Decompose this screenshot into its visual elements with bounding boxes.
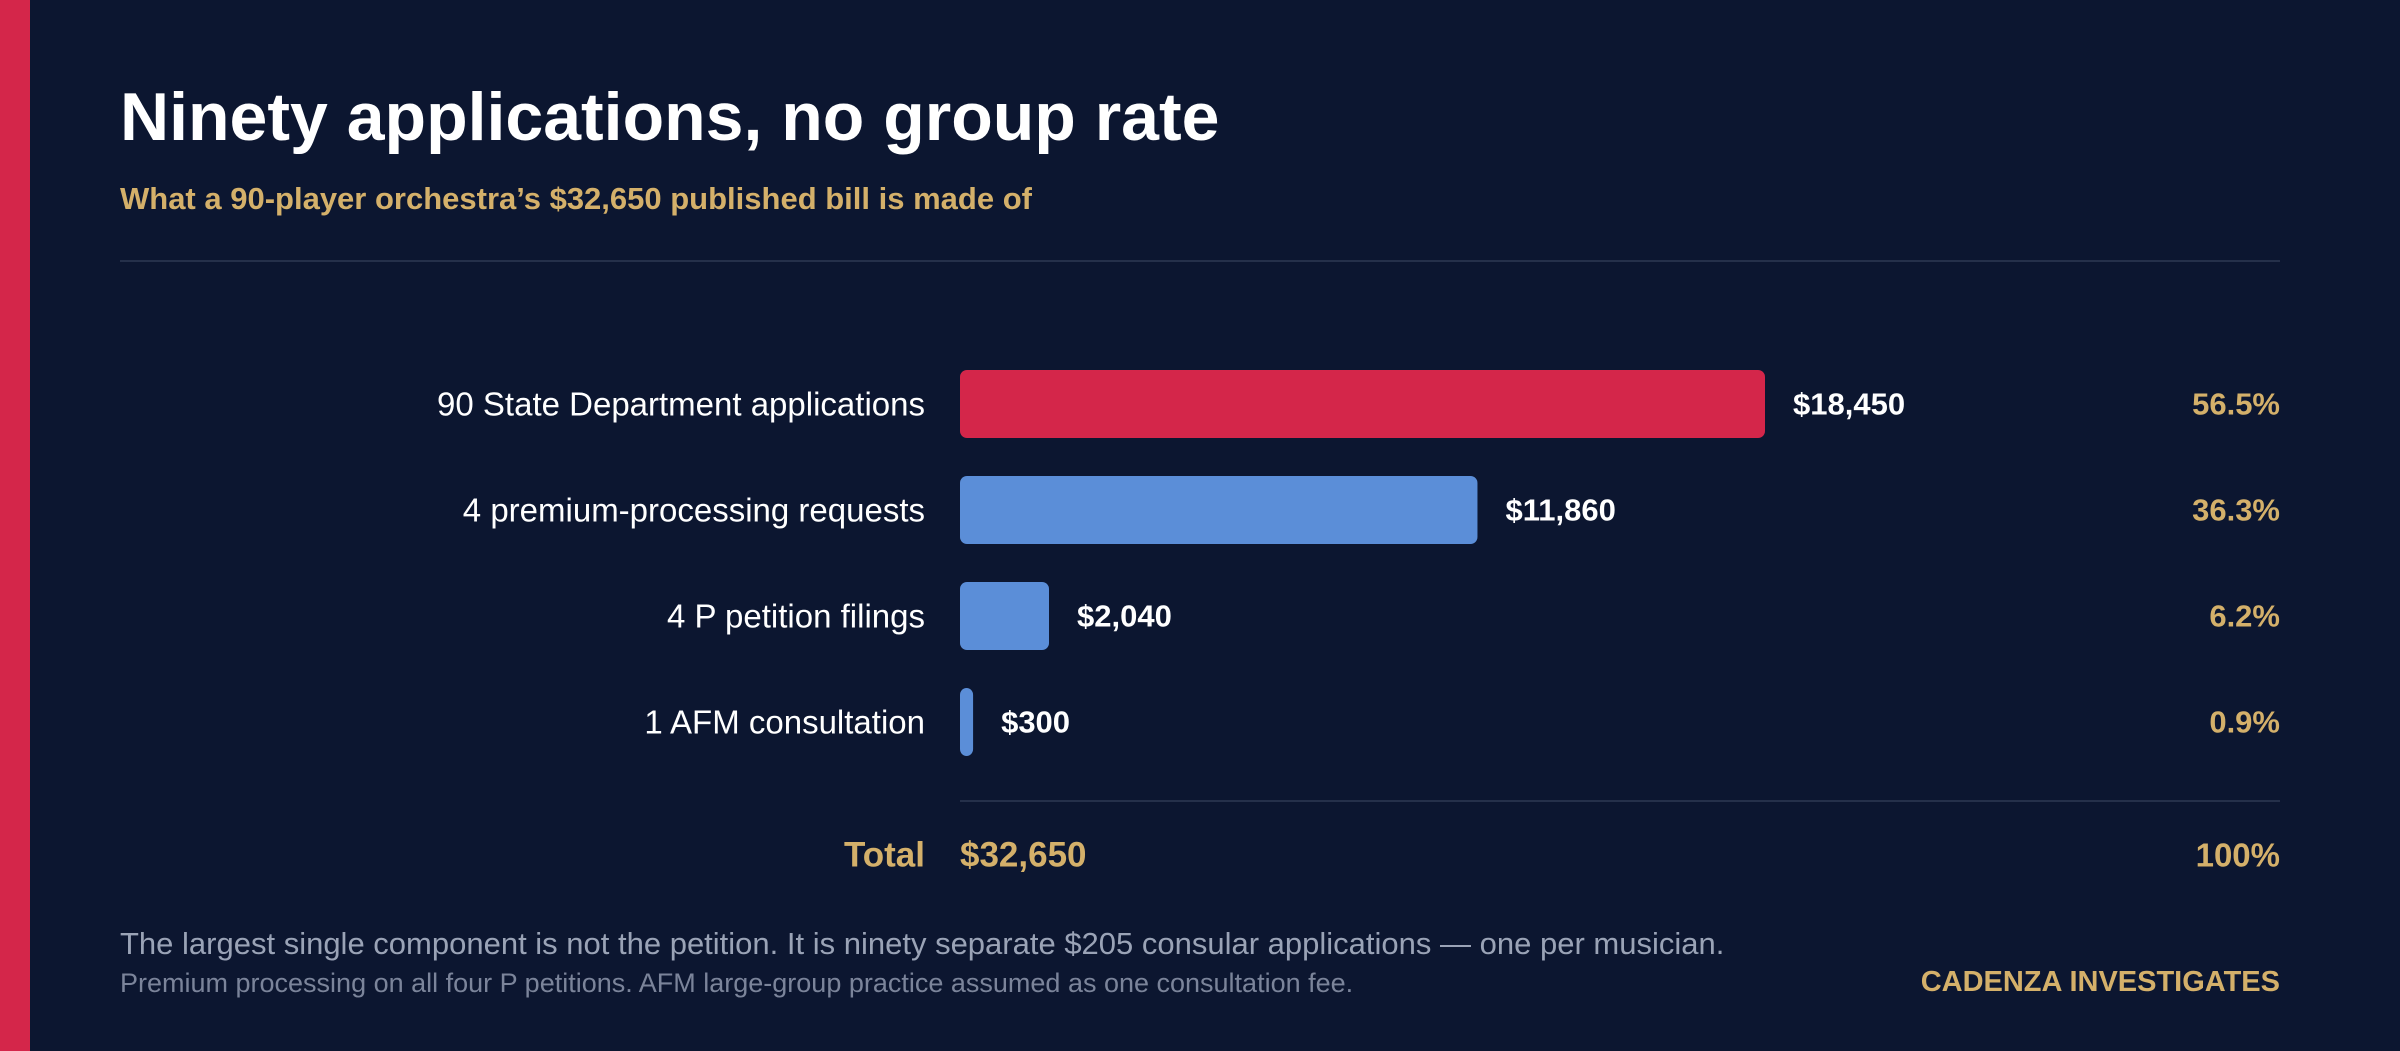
chart-title: Ninety applications, no group rate xyxy=(120,79,1220,155)
bar xyxy=(960,582,1050,650)
category-label: 1 AFM consultation xyxy=(644,704,925,741)
category-label: 4 P petition filings xyxy=(667,598,925,635)
footnote-main: The largest single component is not the … xyxy=(120,926,1725,961)
bar xyxy=(960,688,974,756)
category-label: 4 premium-processing requests xyxy=(463,492,925,529)
percent-label: 36.3% xyxy=(2192,493,2280,528)
bar xyxy=(960,476,1478,544)
percent-label: 56.5% xyxy=(2192,387,2280,422)
percent-label: 6.2% xyxy=(2209,599,2280,634)
total-label: Total xyxy=(844,836,925,875)
value-label: $18,450 xyxy=(1793,387,1905,422)
value-label: $2,040 xyxy=(1077,599,1172,634)
bar xyxy=(960,370,1765,438)
footnote-sub: Premium processing on all four P petitio… xyxy=(120,968,1354,998)
total-percent: 100% xyxy=(2196,837,2280,874)
chart-subtitle: What a 90-player orchestra’s $32,650 pub… xyxy=(120,181,1032,216)
value-label: $300 xyxy=(1001,705,1070,740)
category-label: 90 State Department applications xyxy=(437,386,925,423)
brand-label: CADENZA INVESTIGATES xyxy=(1920,966,2280,998)
total-divider xyxy=(960,800,2280,802)
percent-label: 0.9% xyxy=(2209,705,2280,740)
total-value: $32,650 xyxy=(960,836,1087,875)
accent-stripe xyxy=(0,0,30,1051)
value-label: $11,860 xyxy=(1505,493,1615,528)
header-divider xyxy=(120,260,2280,262)
